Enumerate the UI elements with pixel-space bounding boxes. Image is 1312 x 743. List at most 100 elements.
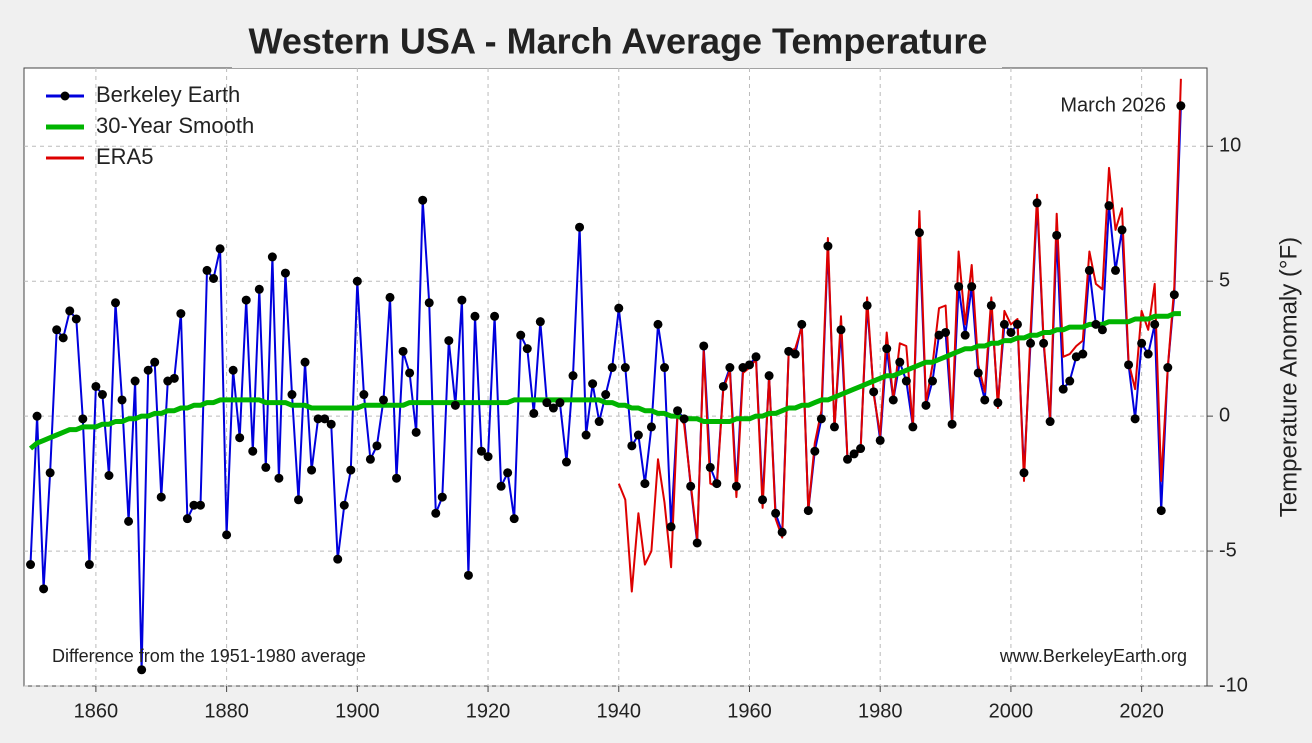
point bbox=[980, 395, 990, 405]
point bbox=[993, 398, 1003, 408]
x-tick-label: 1940 bbox=[597, 700, 642, 722]
point bbox=[78, 414, 88, 424]
point bbox=[1097, 325, 1107, 335]
point bbox=[535, 317, 545, 327]
point bbox=[705, 462, 715, 472]
y-axis-label: Temperature Anomaly (°F) bbox=[1275, 237, 1302, 517]
point bbox=[666, 522, 676, 532]
point bbox=[1026, 338, 1036, 348]
point bbox=[555, 398, 565, 408]
point bbox=[1052, 230, 1062, 240]
point bbox=[620, 363, 630, 373]
point bbox=[692, 538, 702, 548]
legend-label: ERA5 bbox=[96, 144, 153, 169]
point bbox=[1039, 338, 1049, 348]
point bbox=[352, 276, 362, 286]
point bbox=[522, 344, 532, 354]
legend-label: Berkeley Earth bbox=[96, 82, 240, 107]
point bbox=[294, 495, 304, 505]
point bbox=[339, 500, 349, 510]
point bbox=[58, 333, 68, 343]
x-tick-label: 1900 bbox=[335, 700, 380, 722]
point bbox=[999, 319, 1009, 329]
point bbox=[457, 295, 467, 305]
point bbox=[888, 395, 898, 405]
point bbox=[882, 344, 892, 354]
point bbox=[117, 395, 127, 405]
marks bbox=[26, 78, 1186, 675]
point bbox=[385, 292, 395, 302]
x-tick-label: 2020 bbox=[1119, 700, 1164, 722]
point bbox=[640, 479, 650, 489]
y-tick-label: 0 bbox=[1219, 404, 1230, 426]
point bbox=[209, 273, 219, 283]
x-tick-label: 1880 bbox=[204, 700, 249, 722]
point bbox=[588, 379, 598, 389]
point bbox=[679, 414, 689, 424]
point bbox=[1091, 319, 1101, 329]
point bbox=[45, 468, 55, 478]
point bbox=[803, 506, 813, 516]
point bbox=[32, 411, 42, 421]
point bbox=[254, 284, 264, 294]
point bbox=[241, 295, 251, 305]
point bbox=[718, 381, 728, 391]
point bbox=[1169, 290, 1179, 300]
point bbox=[1117, 225, 1127, 235]
point bbox=[496, 481, 506, 491]
y-tick-label: -5 bbox=[1219, 539, 1237, 561]
point bbox=[895, 357, 905, 367]
annotation: Difference from the 1951-1980 average bbox=[52, 646, 366, 666]
point bbox=[1065, 376, 1075, 386]
point bbox=[215, 244, 225, 254]
point bbox=[849, 449, 859, 459]
point bbox=[300, 357, 310, 367]
point bbox=[869, 387, 879, 397]
point bbox=[490, 311, 500, 321]
point bbox=[594, 417, 604, 427]
point bbox=[646, 422, 656, 432]
point bbox=[398, 346, 408, 356]
point bbox=[97, 390, 107, 400]
point bbox=[568, 371, 578, 381]
point bbox=[653, 319, 663, 329]
point bbox=[267, 252, 277, 262]
point bbox=[967, 282, 977, 292]
point bbox=[71, 314, 81, 324]
point bbox=[790, 349, 800, 359]
point bbox=[143, 365, 153, 375]
point bbox=[797, 319, 807, 329]
point bbox=[483, 452, 493, 462]
point bbox=[111, 298, 121, 308]
point bbox=[927, 376, 937, 386]
point bbox=[1058, 384, 1068, 394]
point bbox=[130, 376, 140, 386]
point bbox=[222, 530, 232, 540]
point bbox=[359, 390, 369, 400]
point bbox=[431, 508, 441, 518]
point bbox=[581, 430, 591, 440]
point bbox=[169, 373, 179, 383]
point bbox=[941, 327, 951, 337]
annotation: March 2026 bbox=[1060, 94, 1166, 116]
point bbox=[503, 468, 513, 478]
legend-label: 30-Year Smooth bbox=[96, 113, 254, 138]
point bbox=[333, 554, 343, 564]
point bbox=[660, 363, 670, 373]
point bbox=[1156, 506, 1166, 516]
x-tick-label: 1920 bbox=[466, 700, 511, 722]
point bbox=[378, 395, 388, 405]
point bbox=[816, 414, 826, 424]
point bbox=[65, 306, 75, 316]
point bbox=[633, 430, 643, 440]
x-tick-label: 1860 bbox=[74, 700, 119, 722]
point bbox=[921, 400, 931, 410]
point bbox=[405, 368, 415, 378]
point bbox=[986, 300, 996, 310]
point bbox=[607, 363, 617, 373]
point bbox=[1163, 363, 1173, 373]
point bbox=[326, 419, 336, 429]
point bbox=[601, 390, 611, 400]
